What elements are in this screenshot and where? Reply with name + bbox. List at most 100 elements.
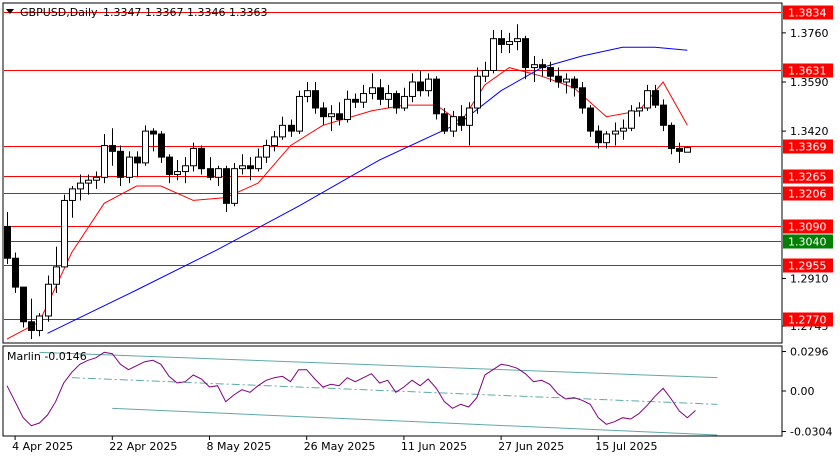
main-plot-frame — [2, 2, 783, 344]
candle-bull — [77, 182, 84, 190]
candle-bull — [296, 95, 303, 132]
candle-bull — [409, 81, 416, 97]
candle-bear — [223, 168, 230, 204]
marlin-tick-label: -0.0304 — [790, 426, 832, 439]
candle-bear — [352, 98, 359, 103]
price-tick-label: 1.3590 — [790, 76, 829, 89]
level-label: 1.3090 — [788, 221, 827, 234]
time-tick-label: 15 Jul 2025 — [595, 440, 657, 453]
triangle-down-icon[interactable] — [6, 9, 14, 14]
candle-bear — [288, 124, 295, 132]
level-label: 1.2770 — [788, 314, 827, 327]
candle-bear — [668, 124, 675, 149]
candle-bull — [93, 176, 100, 181]
candle-bull — [126, 156, 133, 178]
candle-bull — [425, 78, 432, 92]
price-tick-label: 1.2910 — [790, 272, 829, 285]
candle-bull — [36, 315, 43, 331]
candle-bull — [45, 283, 52, 317]
level-label-bg — [783, 258, 833, 273]
time-axis: 4 Apr 2025 22 Apr 2025 8 May 2025 26 May 20… — [12, 436, 658, 453]
candle-bear — [587, 107, 594, 132]
candle-bull — [466, 107, 473, 126]
candle-bull — [620, 127, 627, 132]
candle-bull — [514, 38, 521, 43]
candle-bull — [190, 147, 197, 167]
candle-bear — [547, 67, 554, 77]
candle-bull — [85, 179, 92, 184]
level-label: 1.3265 — [788, 171, 827, 184]
candle-bear — [441, 113, 448, 132]
candle-bull — [603, 133, 610, 144]
marlin-channel-line — [39, 351, 718, 379]
time-tick-label: 22 Apr 2025 — [109, 440, 177, 453]
ohlc-readout: 1.3347 1.3367 1.3346 1.3363 — [103, 6, 267, 19]
marlin-channel-line — [112, 407, 718, 436]
candle-bear — [198, 147, 205, 170]
candle-bull — [255, 156, 262, 170]
candle-bear — [393, 93, 400, 109]
candle-bull — [182, 165, 189, 173]
candle-bear — [417, 81, 424, 92]
level-label-bg — [783, 169, 833, 184]
candle-bull — [644, 90, 651, 109]
time-tick-label: 4 Apr 2025 — [12, 440, 73, 453]
candle-bear — [20, 286, 27, 323]
level-label-bg — [783, 312, 833, 327]
candle-bear — [166, 156, 173, 175]
marlin-indicator: 0.0296 0.00 -0.0304 — [6, 346, 832, 439]
candle-bull — [101, 145, 108, 178]
level-label-bg — [783, 219, 833, 234]
candle-bull — [482, 69, 489, 77]
level-label-bg — [783, 63, 833, 78]
candle-bull — [304, 90, 311, 97]
candle-bear — [336, 113, 343, 121]
candle-bull — [450, 116, 457, 132]
candle-bear — [555, 75, 562, 83]
candle-bull — [271, 136, 278, 147]
candle-bear — [498, 38, 505, 45]
candle-bear — [109, 145, 116, 152]
marlin-line — [6, 351, 696, 427]
price-tick-label: 1.3420 — [790, 125, 829, 138]
time-tick-label: 11 Jun 2025 — [401, 440, 467, 453]
candle-bear — [158, 133, 165, 158]
candle-bear — [377, 87, 384, 100]
candle-bear — [522, 38, 529, 69]
marlin-tick-label: 0.00 — [790, 385, 815, 398]
candle-bull — [385, 93, 392, 100]
time-tick-label: 8 May 2025 — [207, 440, 272, 453]
candle-bull — [142, 130, 149, 164]
candle-bull — [360, 93, 367, 103]
candles-layer — [4, 24, 691, 340]
candle-bear — [676, 147, 683, 152]
candle-bull — [506, 41, 513, 45]
level-label: 1.3206 — [788, 188, 827, 201]
symbol-label: GBPUSD,Daily — [20, 6, 98, 19]
candle-bull — [279, 124, 286, 138]
candle-bull — [215, 168, 222, 178]
candle-bear — [595, 130, 602, 144]
candle-bull — [401, 95, 408, 109]
candle-bull — [474, 75, 481, 109]
marlin-title: Marlin -0.0146 — [7, 350, 87, 363]
candle-bull — [61, 199, 68, 268]
candle-bear — [458, 116, 465, 126]
levels-layer — [4, 12, 781, 320]
blue-moving-average — [47, 46, 688, 334]
candle-bull — [174, 171, 181, 175]
candle-bear — [247, 165, 254, 170]
candle-bear — [12, 257, 19, 288]
candle-bull — [612, 130, 619, 135]
candle-bear — [660, 104, 667, 126]
candle-bull — [684, 147, 691, 153]
time-tick-label: 26 May 2025 — [304, 440, 376, 453]
level-label-bg — [783, 139, 833, 154]
candle-bear — [150, 130, 157, 135]
candle-bull — [563, 78, 570, 83]
level-label-bg — [783, 186, 833, 201]
candle-bear — [312, 90, 319, 109]
candle-bear — [571, 78, 578, 89]
level-label: 1.3369 — [788, 141, 827, 154]
